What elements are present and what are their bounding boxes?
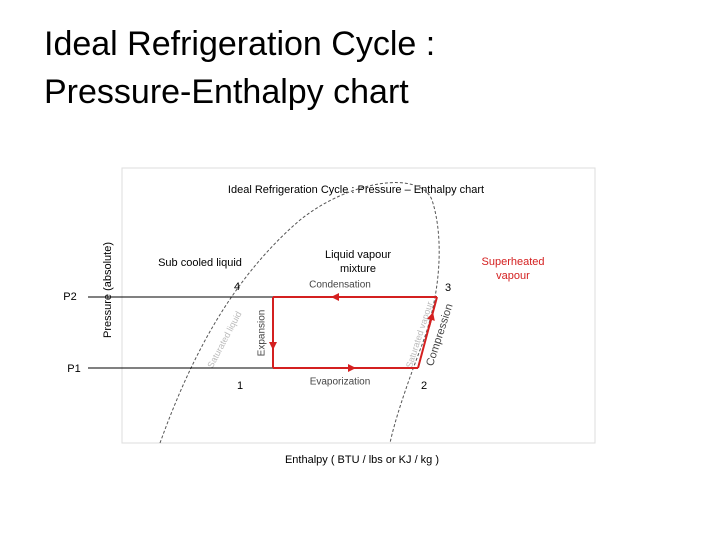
compression-line [417, 296, 438, 369]
region-label: Liquid vapour mixture [324, 249, 392, 275]
region-label: Sub cooled liquid [158, 257, 242, 269]
pressure-label: P1 [67, 363, 80, 375]
y-axis-label: Pressure (absolute) [102, 242, 114, 338]
cycle [269, 293, 438, 372]
process-label: Evaporization [310, 377, 371, 388]
slide-title: Pressure-Enthalpy chart [44, 73, 409, 111]
pressure-label: P2 [63, 291, 76, 303]
point-label: 3 [445, 282, 451, 294]
chart-frame [121, 167, 596, 444]
slide-title: Ideal Refrigeration Cycle : [44, 25, 435, 63]
x-axis-label: Enthalpy ( BTU / lbs or KJ / kg ) [285, 454, 439, 466]
point-label: 2 [421, 380, 427, 392]
arrow [427, 312, 435, 328]
region-label: Superheated vapour [481, 256, 545, 282]
region-label-box: Liquid vapour mixture [324, 249, 392, 275]
point-label: 4 [234, 281, 240, 293]
process-label: Expansion [257, 310, 268, 357]
region-label-box: Superheated vapour [481, 256, 545, 282]
process-label: Condensation [309, 280, 371, 291]
point-label: 1 [237, 380, 243, 392]
saturation-dome [159, 182, 440, 444]
